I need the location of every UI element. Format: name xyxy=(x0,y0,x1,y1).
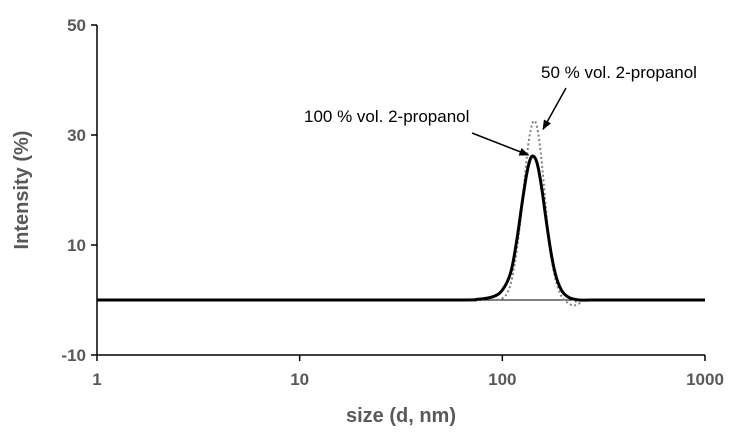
y-tick-label: -10 xyxy=(61,346,86,365)
ticks: -10 10 30 50 1 10 100 1000 xyxy=(61,16,723,389)
annotation-arrow-100-percent xyxy=(471,132,530,156)
y-tick-label: 50 xyxy=(67,16,86,35)
x-tick-label: 1000 xyxy=(686,370,724,389)
y-tick-label: 30 xyxy=(67,126,86,145)
x-tick-label: 10 xyxy=(290,370,309,389)
series-line-50-percent xyxy=(96,119,706,307)
y-tick-label: 10 xyxy=(67,236,86,255)
x-axis-title: size (d, nm) xyxy=(346,405,456,427)
series-group xyxy=(96,119,706,307)
annotations: 100 % vol. 2-propanol 50 % vol. 2-propano… xyxy=(304,63,697,156)
annotation-arrow-50-percent xyxy=(542,87,567,131)
annotation-100-percent: 100 % vol. 2-propanol xyxy=(304,107,469,126)
x-tick-label: 1 xyxy=(92,370,101,389)
y-axis-title: Intensity (%) xyxy=(11,131,33,250)
x-tick-label: 100 xyxy=(488,370,516,389)
annotation-50-percent: 50 % vol. 2-propanol xyxy=(541,63,697,82)
series-line-100-percent xyxy=(96,154,705,302)
